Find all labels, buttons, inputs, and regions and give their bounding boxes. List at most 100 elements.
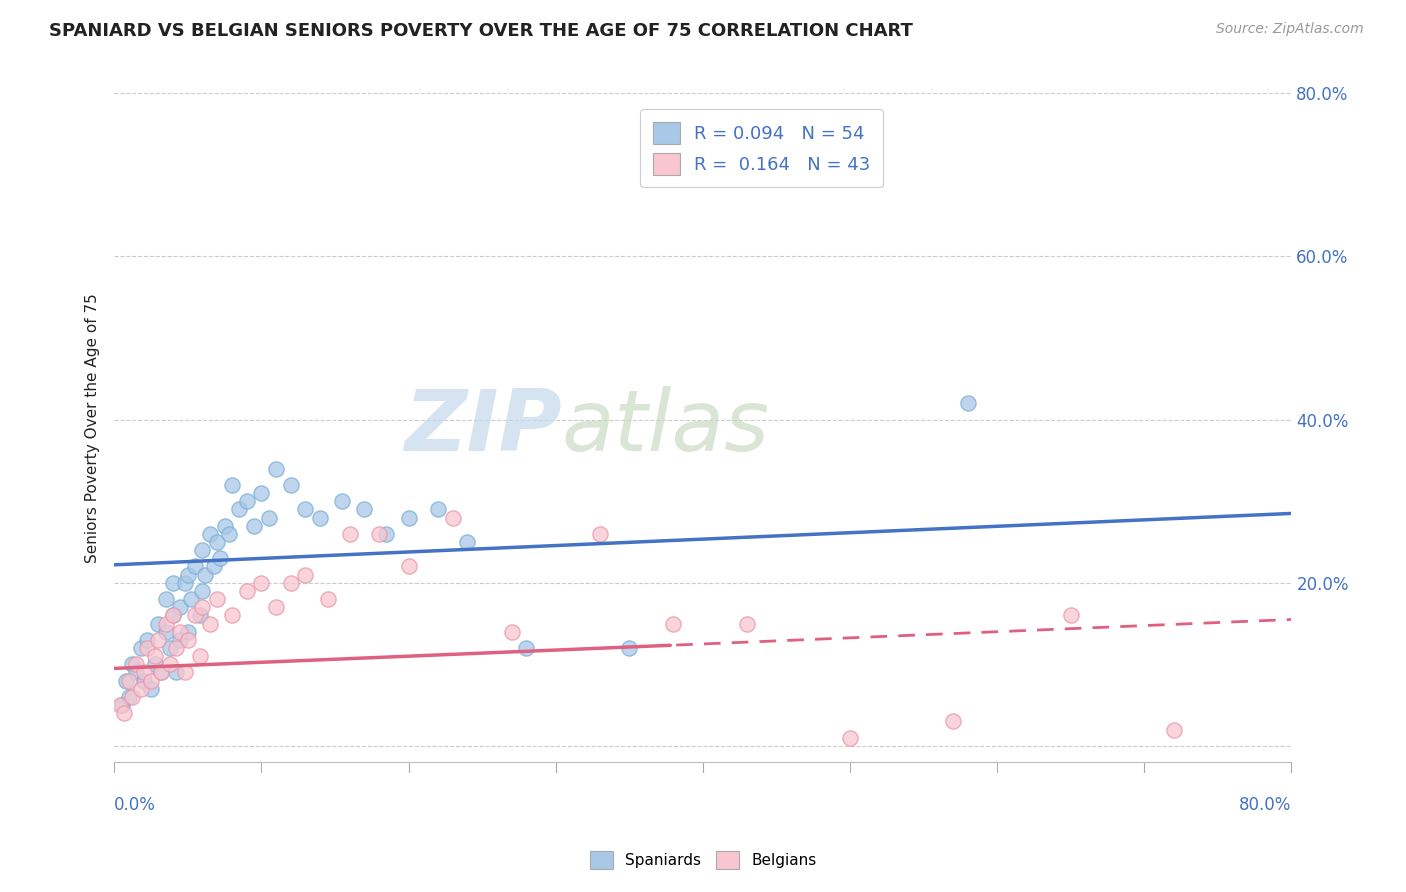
Point [150,665,173,680]
Point [173,575,195,590]
Point [139,673,162,688]
Point [294,567,316,582]
Point [129,640,152,655]
Y-axis label: Seniors Poverty Over the Age of 75: Seniors Poverty Over the Age of 75 [86,293,100,563]
Point [194,567,217,582]
Point [115,673,138,688]
Point [125,665,148,680]
Text: atlas: atlas [561,386,769,469]
Point [177,632,200,647]
Point [169,632,191,647]
Point [280,575,302,590]
Point [264,461,287,475]
Point [135,640,157,655]
Point [145,657,167,672]
Point [184,559,207,574]
Point [1060,608,1083,623]
Point [191,600,214,615]
Point [375,526,398,541]
Point [398,559,420,574]
Point [209,551,232,566]
Point [205,592,228,607]
Point [218,526,240,541]
Point [148,632,170,647]
Point [441,510,464,524]
Point [191,543,214,558]
Point [280,478,302,492]
Point [426,502,449,516]
Point [114,706,136,721]
Point [368,526,391,541]
Point [214,518,236,533]
Point [129,681,152,696]
Point [155,624,177,639]
Point [202,559,225,574]
Point [589,526,612,541]
Point [221,478,243,492]
Point [188,649,211,664]
Point [184,608,207,623]
Point [250,486,273,500]
Point [191,583,214,598]
Point [118,673,141,688]
Point [221,608,243,623]
Text: Source: ZipAtlas.com: Source: ZipAtlas.com [1216,22,1364,37]
Point [228,502,250,516]
Point [456,535,478,549]
Point [316,592,339,607]
Point [180,592,202,607]
Point [132,665,155,680]
Point [264,600,287,615]
Point [121,690,143,704]
Text: SPANIARD VS BELGIAN SENIORS POVERTY OVER THE AGE OF 75 CORRELATION CHART: SPANIARD VS BELGIAN SENIORS POVERTY OVER… [49,22,912,40]
Point [198,526,221,541]
Point [110,698,132,712]
Point [294,502,316,516]
Point [1163,723,1185,737]
Point [619,640,641,655]
Point [243,518,266,533]
Point [162,575,184,590]
Point [257,510,280,524]
Point [198,616,221,631]
Point [735,616,758,631]
Legend: R = 0.094   N = 54, R =  0.164   N = 43: R = 0.094 N = 54, R = 0.164 N = 43 [640,109,883,187]
Point [250,575,273,590]
Point [145,649,167,664]
Point [162,608,184,623]
Point [177,624,200,639]
Point [155,592,177,607]
Point [159,657,181,672]
Point [173,665,195,680]
Point [169,624,191,639]
Point [150,665,173,680]
Point [132,673,155,688]
Point [235,583,257,598]
Point [515,640,537,655]
Legend: Spaniards, Belgians: Spaniards, Belgians [583,845,823,875]
Point [188,608,211,623]
Point [205,535,228,549]
Point [353,502,375,516]
Point [108,698,131,712]
Point [942,714,965,729]
Text: 80.0%: 80.0% [1239,796,1292,814]
Point [162,608,184,623]
Point [398,510,420,524]
Point [330,494,353,508]
Text: 0.0%: 0.0% [114,796,156,814]
Point [165,640,187,655]
Point [155,616,177,631]
Text: ZIP: ZIP [404,386,561,469]
Point [662,616,685,631]
Point [839,731,862,745]
Point [501,624,523,639]
Point [121,657,143,672]
Point [169,600,191,615]
Point [125,657,148,672]
Point [956,396,979,410]
Point [339,526,361,541]
Point [148,616,170,631]
Point [309,510,332,524]
Point [139,681,162,696]
